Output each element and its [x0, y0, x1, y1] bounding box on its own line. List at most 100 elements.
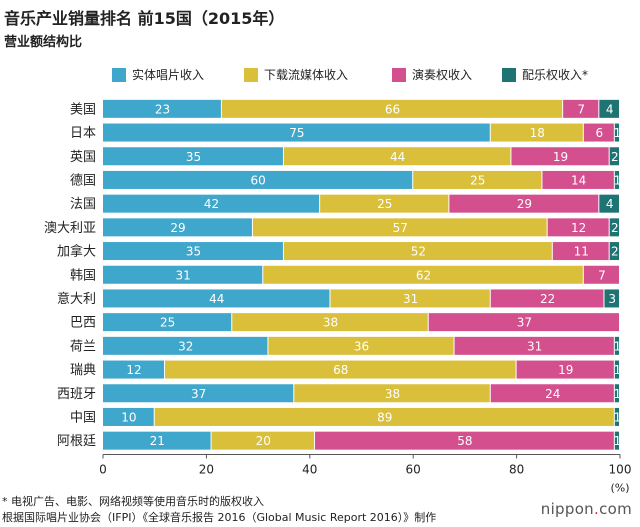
bar-value-label: 35	[186, 150, 201, 164]
category-label: 巴西	[70, 316, 96, 331]
bar-value-label: 25	[160, 316, 175, 330]
bar-segment	[516, 360, 614, 379]
bar-segment	[428, 313, 619, 332]
legend-item-sync: 配乐权收入*	[502, 66, 588, 83]
x-tick-label: 100	[609, 463, 632, 477]
bar-value-label: 89	[377, 410, 392, 424]
bar-value-label: 19	[558, 363, 573, 377]
bar-segment	[314, 431, 614, 450]
bar-value-label: 31	[403, 292, 418, 306]
bar-value-label: 60	[250, 173, 265, 187]
bar-segment	[330, 289, 490, 308]
bar-value-label: 21	[150, 434, 165, 448]
bar-value-label: 12	[126, 363, 141, 377]
bar-value-label: 1	[614, 434, 622, 448]
bar-segment	[252, 218, 547, 237]
bar-value-label: 2	[611, 245, 619, 259]
x-tick-label: 80	[509, 463, 524, 477]
bar-segment	[103, 431, 211, 450]
bar-segment	[583, 123, 614, 142]
bar-value-label: 42	[204, 197, 219, 211]
bar-segment	[490, 123, 583, 142]
bar-segment	[547, 218, 609, 237]
bar-segment	[263, 265, 583, 284]
bar-value-label: 37	[517, 316, 532, 330]
legend-label-sync: 配乐权收入*	[522, 68, 589, 82]
bar-value-label: 1	[614, 339, 622, 353]
bar-value-label: 29	[517, 197, 532, 211]
bar-segment	[211, 431, 314, 450]
bar-segment	[449, 194, 599, 213]
bar-value-label: 66	[385, 102, 400, 116]
bar-segment	[320, 194, 449, 213]
chart-subtitle: 营业额结构比	[4, 35, 83, 50]
bar-value-label: 2	[611, 150, 619, 164]
legend-swatch-sync	[502, 67, 516, 82]
bar-segment	[454, 336, 614, 355]
bar-value-label: 57	[393, 221, 408, 235]
bar-value-label: 37	[191, 387, 206, 401]
category-label: 西班牙	[57, 387, 96, 402]
bar-segment	[552, 242, 609, 261]
bar-value-label: 62	[416, 268, 431, 282]
bar-segment	[542, 170, 614, 189]
bar-value-label: 11	[574, 245, 589, 259]
bar-segment	[165, 360, 516, 379]
bar-value-label: 20	[256, 434, 271, 448]
x-tick-label: 0	[99, 463, 107, 477]
bar-value-label: 75	[289, 126, 304, 140]
x-tick-label: 40	[302, 463, 317, 477]
bar-value-label: 1	[614, 173, 622, 187]
bar-segment	[490, 384, 614, 403]
bar-segment	[283, 242, 552, 261]
bar-segment	[614, 407, 619, 426]
bar-value-label: 1	[614, 363, 622, 377]
bar-value-label: 31	[527, 339, 542, 353]
legend-item-physical: 实体唱片收入	[112, 66, 204, 83]
bar-value-label: 7	[577, 102, 585, 116]
bar-segment	[103, 407, 154, 426]
bar-value-label: 14	[571, 173, 586, 187]
nippon-logo: nippon.com	[540, 500, 632, 518]
bar-value-label: 58	[457, 434, 472, 448]
legend-item-performance: 演奏权收入	[392, 66, 472, 83]
bar-value-label: 1	[614, 126, 622, 140]
legend-swatch-performance	[392, 67, 406, 82]
legend-swatch-digital	[244, 67, 258, 82]
bar-segment	[103, 147, 283, 166]
bar-segment	[103, 313, 232, 332]
x-tick-label: 20	[199, 463, 214, 477]
legend: 实体唱片收入 下载流媒体收入 演奏权收入 配乐权收入*	[0, 66, 640, 84]
bar-segment	[614, 431, 619, 450]
category-label: 中国	[70, 410, 96, 425]
category-label: 加拿大	[57, 244, 96, 260]
bar-segment	[154, 407, 614, 426]
bar-value-label: 31	[175, 268, 190, 282]
bar-value-label: 6	[595, 126, 603, 140]
x-unit-label: (%)	[610, 482, 629, 495]
legend-label-performance: 演奏权收入	[412, 68, 473, 82]
bar-value-label: 44	[390, 150, 405, 164]
bar-value-label: 35	[186, 245, 201, 259]
bar-segment	[103, 265, 263, 284]
bar-value-label: 3	[608, 292, 616, 306]
bar-value-label: 23	[155, 102, 170, 116]
bar-value-label: 4	[606, 102, 614, 116]
bar-segment	[599, 194, 619, 213]
x-tick-label: 60	[406, 463, 421, 477]
chart-title: 音乐产业销量排名 前15国（2015年）	[4, 9, 285, 28]
bar-value-label: 44	[209, 292, 224, 306]
bar-segment	[103, 384, 294, 403]
bar-segment	[609, 242, 619, 261]
bar-segment	[103, 194, 320, 213]
bar-segment	[221, 99, 563, 118]
bar-value-label: 32	[178, 339, 193, 353]
legend-swatch-physical	[112, 67, 126, 82]
bar-value-label: 18	[530, 126, 545, 140]
bar-segment	[103, 336, 268, 355]
bar-value-label: 12	[571, 221, 586, 235]
bar-value-label: 22	[540, 292, 555, 306]
category-label: 澳大利亚	[44, 220, 96, 236]
category-label: 英国	[70, 150, 96, 165]
